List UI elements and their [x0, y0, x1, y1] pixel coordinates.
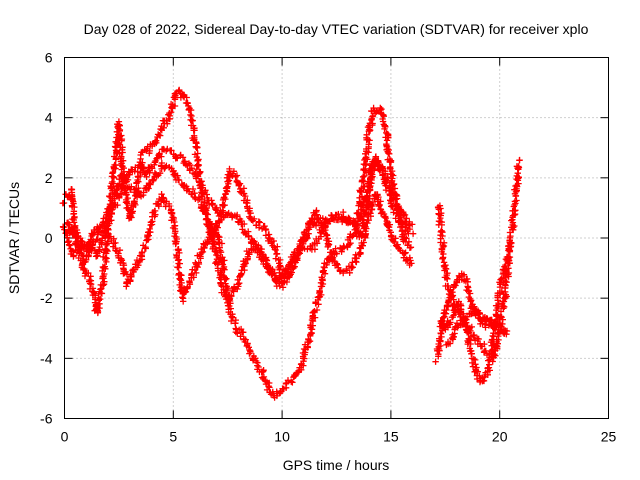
y-tick-label: 6	[45, 50, 53, 66]
y-tick-label: 4	[45, 110, 53, 126]
x-tick-label: 5	[169, 429, 177, 445]
y-tick-label: 0	[45, 230, 53, 246]
x-tick-label: 25	[601, 429, 617, 445]
series-markers	[62, 153, 416, 303]
data-series-2	[59, 145, 415, 291]
y-tick-label: 2	[45, 170, 53, 186]
plot-frame	[64, 57, 609, 419]
series-markers	[63, 104, 415, 401]
data-series-3	[62, 153, 416, 303]
data-series-8	[443, 305, 503, 349]
y-tick-label: -4	[40, 350, 53, 366]
y-axis-label: SDTVAR / TECUs	[6, 182, 22, 294]
x-tick-label: 0	[61, 429, 69, 445]
series-markers	[59, 145, 415, 291]
y-tick-label: -6	[40, 411, 53, 427]
data-series-4	[63, 104, 415, 401]
data-series-5	[434, 156, 523, 365]
x-tick-labels: 0 5 10 15 20 25	[61, 429, 617, 445]
x-tick-label: 20	[492, 429, 508, 445]
series-markers	[443, 305, 503, 349]
x-axis-label: GPS time / hours	[283, 457, 390, 473]
data-markers	[59, 86, 523, 401]
x-tick-label: 15	[383, 429, 399, 445]
series-markers	[434, 156, 523, 365]
y-tick-labels: -6 -4 -2 0 2 4 6	[40, 50, 53, 427]
x-tick-label: 10	[274, 429, 290, 445]
chart-title: Day 028 of 2022, Sidereal Day-to-day VTE…	[84, 21, 589, 37]
grid-lines	[64, 57, 609, 419]
y-tick-label: -2	[40, 290, 53, 306]
